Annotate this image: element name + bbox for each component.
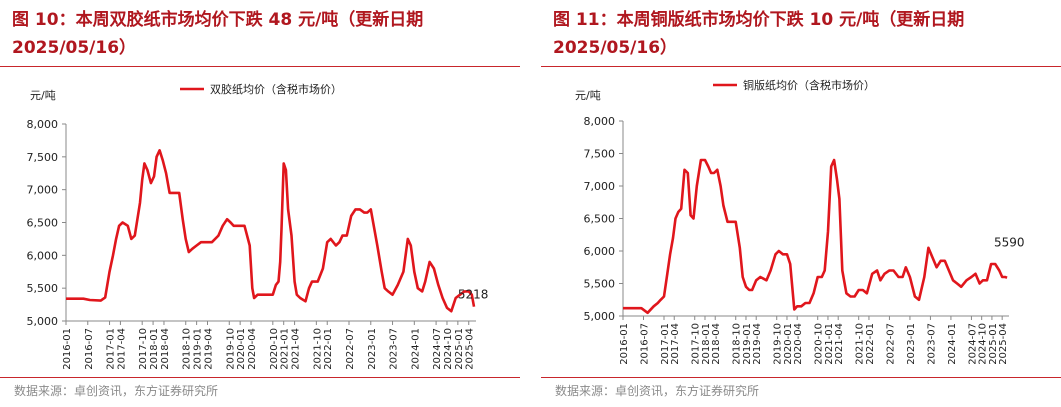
x-tick-label: 2021-01 xyxy=(824,323,835,365)
figure-title: 图 11：本周铜版纸市场均价下跌 10 元/吨（更新日期 2025/05/16） xyxy=(553,6,1061,62)
y-tick-label: 8,000 xyxy=(584,115,616,128)
x-tick-label: 2024-01 xyxy=(947,323,958,365)
x-tick-label: 2022-07 xyxy=(345,328,356,370)
y-tick-label: 6,000 xyxy=(584,245,616,258)
x-tick-label: 2017-04 xyxy=(670,323,681,365)
title-divider xyxy=(0,66,520,67)
x-tick-label: 2016-01 xyxy=(619,323,630,365)
x-tick-label: 2020-04 xyxy=(793,323,804,365)
y-tick-label: 6,500 xyxy=(584,213,616,226)
y-tick-label: 6,500 xyxy=(27,217,59,230)
x-tick-label: 2023-01 xyxy=(906,323,917,365)
x-tick-label: 2023-07 xyxy=(389,328,400,370)
x-tick-label: 2024-07 xyxy=(432,328,443,370)
x-tick-label: 2021-10 xyxy=(312,328,323,370)
x-tick-label: 2020-01 xyxy=(783,323,794,365)
x-tick-label: 2024-10 xyxy=(443,328,454,370)
source-note: 数据来源：卓创资讯，东方证券研究所 xyxy=(555,384,760,398)
data-label: 5218 xyxy=(458,288,489,302)
x-tick-label: 2017-01 xyxy=(106,328,117,370)
left-figure: 图 10：本周双胶纸市场均价下跌 48 元/吨（更新日期 2025/05/16）… xyxy=(0,0,520,407)
x-tick-label: 2019-04 xyxy=(752,323,763,365)
x-tick-label: 2021-10 xyxy=(855,323,866,365)
y-tick-label: 7,000 xyxy=(27,184,59,197)
x-tick-label: 2017-10 xyxy=(138,328,149,370)
x-tick-label: 2020-01 xyxy=(236,328,247,370)
y-tick-label: 5,000 xyxy=(584,310,616,323)
series-line xyxy=(66,149,476,313)
x-tick-label: 2025-01 xyxy=(988,323,999,365)
x-tick-label: 2025-04 xyxy=(465,328,476,370)
x-tick-label: 2023-07 xyxy=(926,323,937,365)
x-tick-label: 2023-01 xyxy=(367,328,378,370)
x-tick-label: 2021-01 xyxy=(280,328,291,370)
x-tick-label: 2022-01 xyxy=(865,323,876,365)
x-tick-label: 2019-10 xyxy=(225,328,236,370)
x-tick-label: 2020-10 xyxy=(269,328,280,370)
x-tick-label: 2018-10 xyxy=(732,323,743,365)
source-divider xyxy=(0,377,520,378)
y-tick-label: 7,500 xyxy=(27,151,59,164)
x-tick-label: 2022-07 xyxy=(885,323,896,365)
figure-title-line2: 2025/05/16） xyxy=(12,38,137,58)
x-tick-label: 2017-04 xyxy=(116,328,127,370)
y-tick-label: 6,000 xyxy=(27,249,59,262)
data-label: 5590 xyxy=(994,235,1025,249)
legend-label: 双胶纸均价（含税市场价） xyxy=(210,82,342,96)
y-axis-unit-label: 元/吨 xyxy=(30,89,56,102)
x-tick-label: 2019-01 xyxy=(742,323,753,365)
x-tick-label: 2016-01 xyxy=(62,328,73,370)
x-tick-label: 2019-01 xyxy=(193,328,204,370)
series-line xyxy=(623,158,1008,315)
x-tick-label: 2024-07 xyxy=(967,323,978,365)
x-tick-label: 2025-01 xyxy=(454,328,465,370)
legend-label: 铜版纸均价（含税市场价） xyxy=(743,78,875,92)
source-divider xyxy=(541,377,1061,378)
x-tick-label: 2018-01 xyxy=(149,328,160,370)
y-tick-label: 5,500 xyxy=(27,282,59,295)
x-tick-label: 2019-10 xyxy=(773,323,784,365)
x-tick-label: 2016-07 xyxy=(639,323,650,365)
price-line-chart-uncoated: 元/吨 双胶纸均价（含税市场价） 5,000 5,500 6,000 6,500 7,000… xyxy=(27,82,489,370)
x-tick-label: 2018-04 xyxy=(160,328,171,370)
x-tick-label: 2018-04 xyxy=(711,323,722,365)
x-tick-label: 2024-10 xyxy=(978,323,989,365)
x-tick-label: 2019-04 xyxy=(204,328,215,370)
x-tick-label: 2016-07 xyxy=(84,328,95,370)
y-axis-unit-label: 元/吨 xyxy=(575,89,601,102)
y-tick-label: 5,500 xyxy=(584,278,616,291)
figure-title-line1: 图 11：本周铜版纸市场均价下跌 10 元/吨（更新日期 xyxy=(553,10,965,30)
x-tick-label: 2021-04 xyxy=(291,328,302,370)
y-tick-label: 8,000 xyxy=(27,118,59,131)
figure-title-line2: 2025/05/16） xyxy=(553,38,678,58)
y-tick-label: 7,500 xyxy=(584,148,616,161)
figure-title: 图 10：本周双胶纸市场均价下跌 48 元/吨（更新日期 2025/05/16） xyxy=(12,6,520,62)
x-tick-label: 2017-01 xyxy=(660,323,671,365)
y-tick-label: 7,000 xyxy=(584,180,616,193)
x-tick-label: 2020-04 xyxy=(247,328,258,370)
right-figure: 图 11：本周铜版纸市场均价下跌 10 元/吨（更新日期 2025/05/16）… xyxy=(541,0,1061,407)
title-divider xyxy=(541,66,1061,67)
x-tick-label: 2018-10 xyxy=(182,328,193,370)
x-tick-label: 2017-10 xyxy=(691,323,702,365)
price-line-chart-coated: 元/吨 铜版纸均价（含税市场价） 5,000 5,500 6,000 6,500 7,000… xyxy=(575,78,1025,365)
x-tick-label: 2022-01 xyxy=(323,328,334,370)
x-tick-label: 2018-01 xyxy=(701,323,712,365)
y-tick-label: 5,000 xyxy=(27,315,59,328)
source-note: 数据来源：卓创资讯，东方证券研究所 xyxy=(14,384,219,398)
x-tick-label: 2021-04 xyxy=(834,323,845,365)
x-tick-label: 2024-01 xyxy=(410,328,421,370)
x-tick-label: 2020-10 xyxy=(814,323,825,365)
x-tick-label: 2025-04 xyxy=(998,323,1009,365)
figure-title-line1: 图 10：本周双胶纸市场均价下跌 48 元/吨（更新日期 xyxy=(12,10,424,30)
